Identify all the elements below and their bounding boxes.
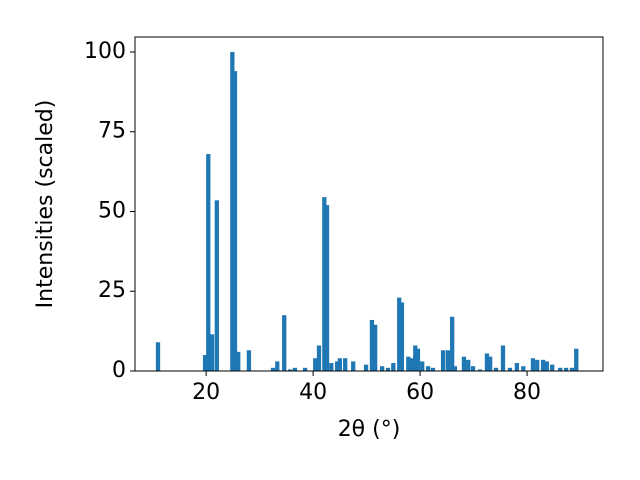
bar [488, 356, 493, 371]
bar [343, 358, 348, 371]
x-tick-label: 60 [406, 380, 434, 405]
y-tick-label: 25 [98, 278, 126, 303]
bar [397, 297, 402, 371]
bar [230, 51, 235, 371]
bar [406, 356, 411, 371]
bar [292, 367, 298, 371]
bar [500, 345, 506, 371]
bar [324, 205, 330, 371]
bar [415, 348, 421, 371]
plot-frame [134, 36, 604, 372]
bar [425, 366, 431, 371]
bar [569, 367, 575, 371]
bar [302, 367, 308, 371]
bar [466, 359, 471, 371]
bar [530, 358, 536, 371]
bar [351, 361, 356, 371]
bar [558, 367, 563, 371]
bar [246, 350, 252, 371]
bar [322, 197, 327, 371]
bar [550, 364, 555, 371]
x-tick-label: 40 [299, 380, 327, 405]
bar [287, 369, 293, 371]
bar [535, 359, 540, 371]
bar [540, 359, 546, 371]
bar [470, 366, 476, 371]
bar [209, 334, 215, 371]
y-tick-label: 100 [84, 39, 126, 64]
bar [507, 367, 513, 371]
bar [409, 358, 415, 371]
bar [206, 154, 211, 371]
bar [477, 369, 483, 371]
bar [493, 367, 499, 371]
bar [369, 319, 375, 371]
bar [563, 367, 569, 371]
bar [430, 367, 436, 371]
y-tick-label: 0 [112, 358, 126, 383]
bar [452, 366, 457, 371]
bar [521, 366, 526, 371]
bar [514, 363, 520, 371]
bar [484, 353, 490, 371]
bar [420, 361, 425, 371]
bar [399, 302, 405, 371]
bar [335, 361, 340, 371]
y-axis-label: Intensities (scaled) [33, 100, 58, 309]
bar [214, 200, 219, 371]
bar [155, 342, 161, 371]
bar [574, 348, 579, 371]
bar [391, 363, 396, 371]
y-tick-label: 75 [98, 119, 126, 144]
bar [440, 350, 446, 371]
bar [373, 324, 378, 371]
bar [445, 350, 451, 371]
bar [450, 316, 455, 371]
bar [337, 358, 342, 371]
bar [363, 364, 369, 371]
bar [379, 366, 385, 371]
bar [313, 358, 318, 371]
bar [316, 345, 322, 371]
bar [461, 356, 467, 371]
bar [275, 361, 280, 371]
bar [413, 345, 418, 371]
x-tick-label: 20 [192, 380, 220, 405]
bar [385, 367, 391, 371]
bar [270, 367, 276, 371]
bar [236, 351, 241, 371]
bar [544, 361, 549, 371]
bar [282, 315, 287, 371]
x-axis-label: 2θ (°) [338, 417, 401, 442]
bar [329, 363, 334, 371]
bar [202, 355, 208, 371]
x-tick-label: 80 [513, 380, 541, 405]
bar [232, 71, 238, 371]
y-tick-label: 50 [98, 198, 126, 223]
